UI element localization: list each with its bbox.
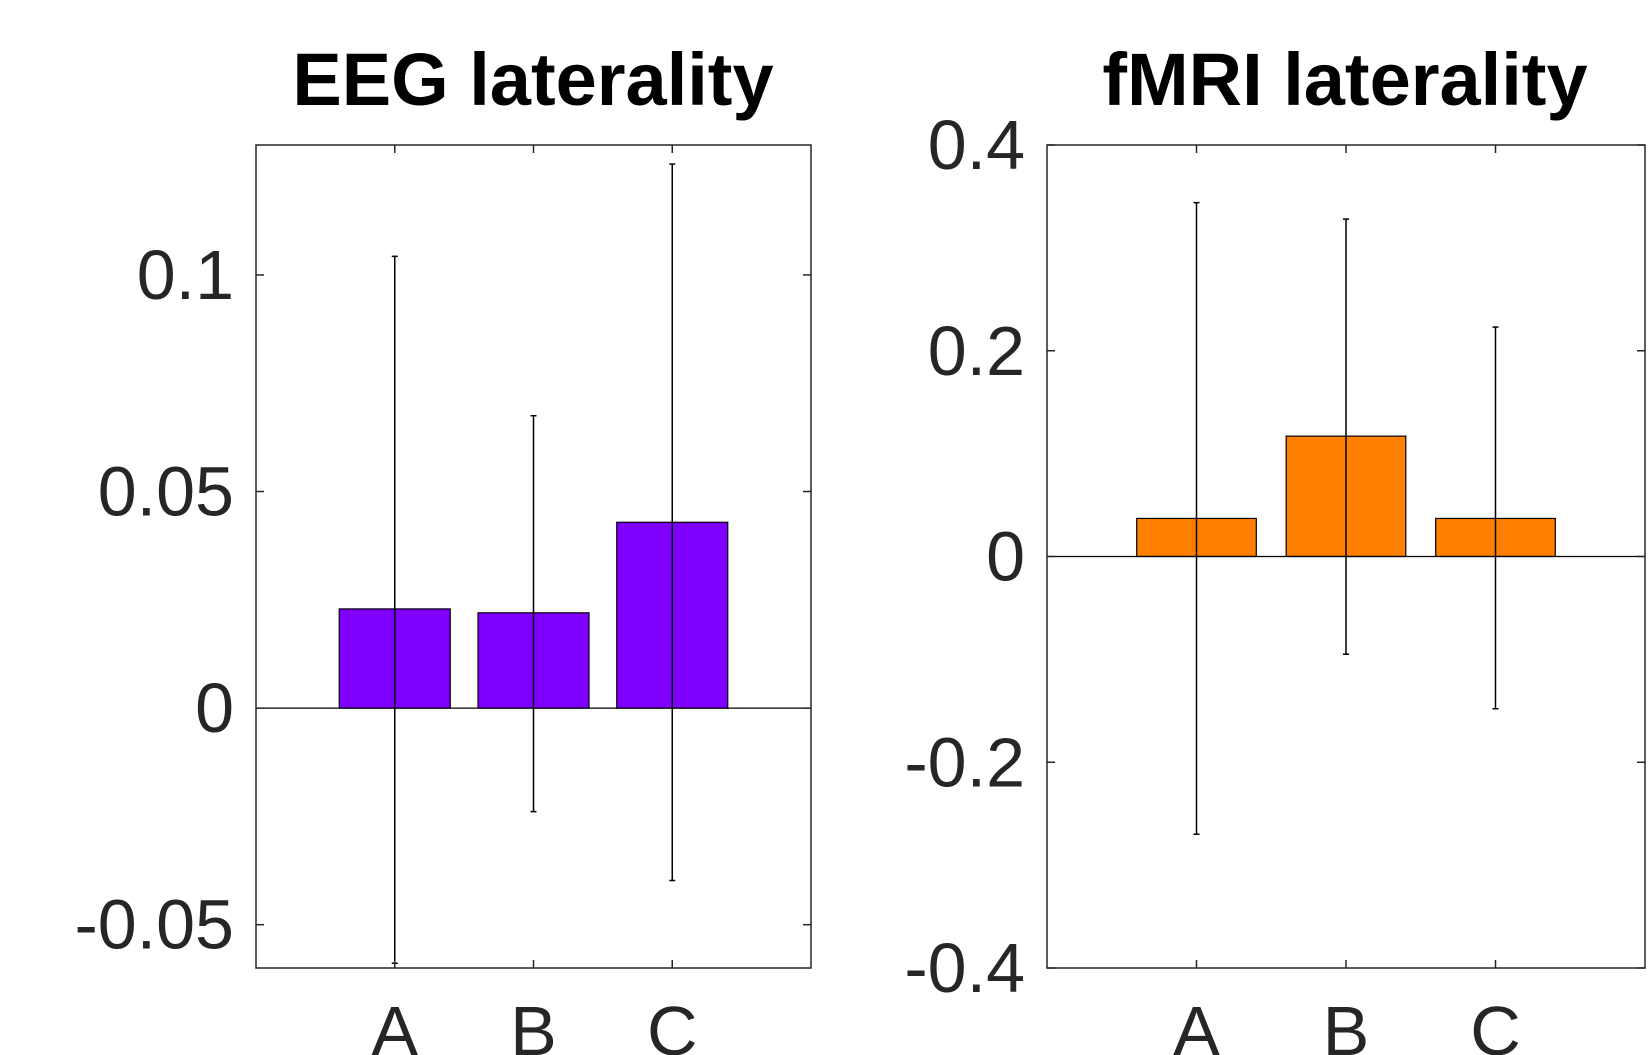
chart-1-xtick-label-B: B — [1323, 992, 1370, 1055]
chart-0-errorbar-B — [530, 414, 537, 813]
chart-1-ytick-label: 0 — [986, 518, 1025, 596]
chart-1-title: fMRI laterality — [1102, 38, 1587, 121]
chart-1-ytick-label: 0.2 — [928, 312, 1025, 390]
chart-1-errorbar-C — [1492, 326, 1499, 710]
chart-1-ytick-label: -0.4 — [904, 929, 1025, 1007]
chart-0-ytick-label: 0.05 — [98, 453, 234, 531]
chart-1-errorbar-B — [1343, 218, 1349, 655]
chart-0-title: EEG laterality — [292, 38, 773, 121]
fmri-laterality-panel: fMRI laterality -0.4 -0.2 0 0.2 0.4 A B C — [904, 38, 1646, 1055]
chart-0-ytick-label: 0 — [195, 669, 234, 747]
chart-0-xtick-label-C: C — [647, 992, 698, 1055]
chart-0-ytick-label: -0.05 — [74, 886, 234, 964]
chart-0-errorbar-C — [669, 163, 676, 882]
chart-1-xtick-label-C: C — [1470, 992, 1521, 1055]
chart-1-xtick-label-A: A — [1173, 992, 1220, 1055]
chart-0-xtick-label-B: B — [510, 992, 557, 1055]
eeg-laterality-panel: EEG laterality -0.05 0 0.05 0.1 A B C — [74, 38, 812, 1055]
chart-0-ytick-label: 0.1 — [137, 236, 234, 314]
chart-1-errorbar-A — [1193, 201, 1200, 836]
chart-1-ytick-label: -0.2 — [904, 723, 1025, 801]
chart-0-xtick-label-A: A — [371, 992, 418, 1055]
chart-1-ytick-label: 0.4 — [928, 106, 1025, 184]
